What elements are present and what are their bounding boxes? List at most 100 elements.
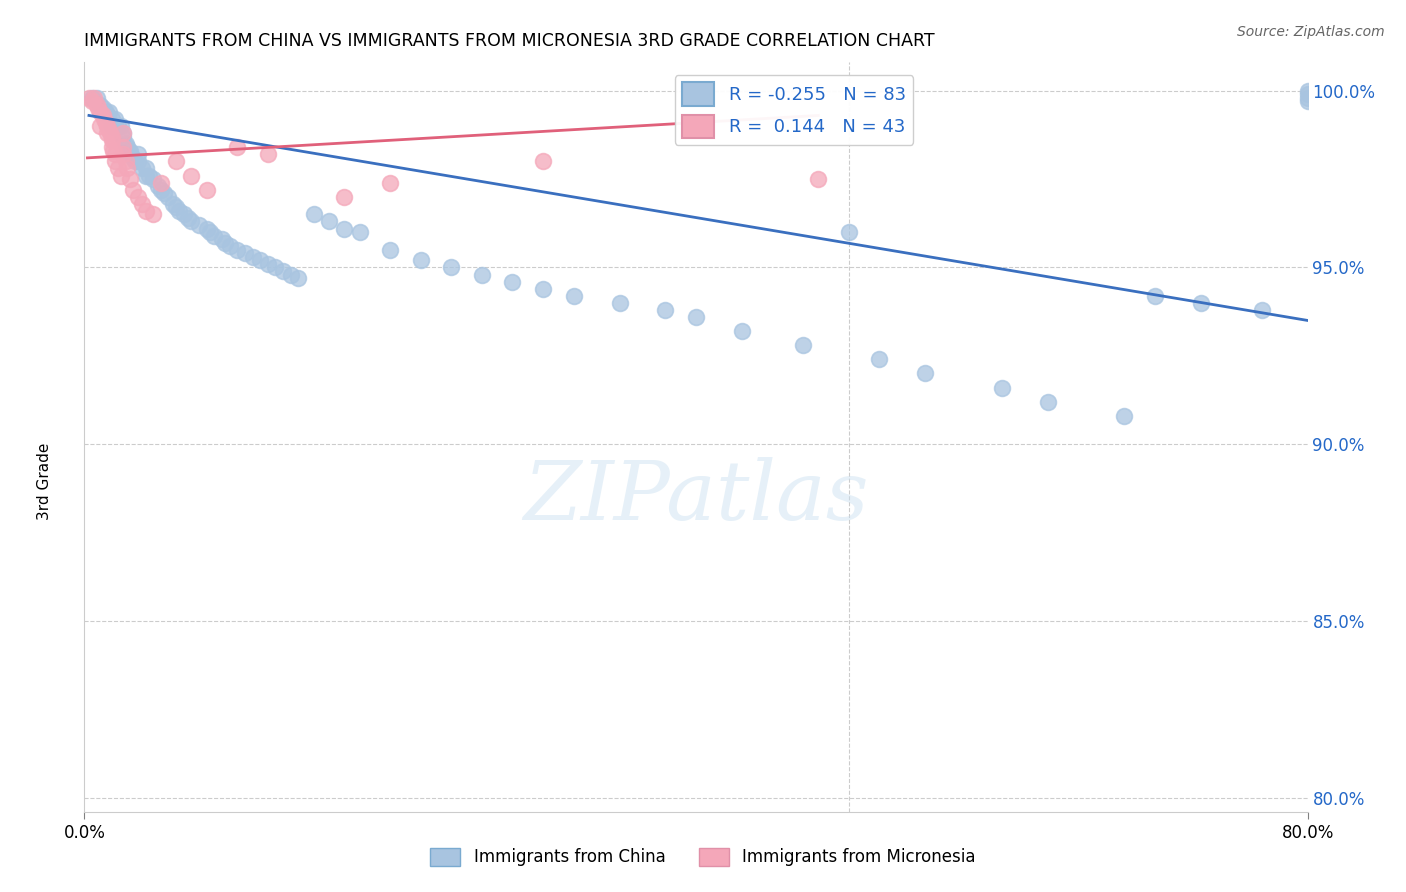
Point xyxy=(226,140,249,154)
Text: IMMIGRANTS FROM CHINA VS IMMIGRANTS FROM MICRONESIA 3RD GRADE CORRELATION CHART: IMMIGRANTS FROM CHINA VS IMMIGRANTS FROM… xyxy=(84,32,935,50)
Point xyxy=(111,126,134,140)
Point xyxy=(101,133,124,147)
Legend: R = -0.255   N = 83, R =  0.144   N = 43: R = -0.255 N = 83, R = 0.144 N = 43 xyxy=(675,75,914,145)
Point xyxy=(107,119,129,133)
Point xyxy=(654,302,676,317)
Point xyxy=(685,310,707,324)
Point xyxy=(1296,91,1319,105)
Point xyxy=(135,161,157,176)
Point xyxy=(531,282,554,296)
Text: 3rd Grade: 3rd Grade xyxy=(38,443,52,520)
Point xyxy=(249,253,271,268)
Point xyxy=(89,98,111,112)
Point xyxy=(86,91,108,105)
Point xyxy=(94,104,117,119)
Point xyxy=(807,172,830,186)
Point xyxy=(731,324,754,338)
Point xyxy=(114,136,136,151)
Point xyxy=(104,112,127,126)
Point xyxy=(97,122,120,136)
Point xyxy=(440,260,463,275)
Point xyxy=(96,108,118,122)
Point xyxy=(271,264,294,278)
Point xyxy=(120,147,142,161)
Point xyxy=(562,289,585,303)
Point xyxy=(131,196,153,211)
Point xyxy=(226,243,249,257)
Point xyxy=(110,169,132,183)
Point xyxy=(83,91,105,105)
Point xyxy=(264,260,287,275)
Point xyxy=(409,253,432,268)
Point xyxy=(127,154,149,169)
Point xyxy=(101,140,124,154)
Point xyxy=(89,104,111,119)
Point xyxy=(101,112,124,126)
Point xyxy=(1036,394,1059,409)
Point xyxy=(218,239,240,253)
Point xyxy=(101,119,124,133)
Point xyxy=(96,126,118,140)
Point xyxy=(502,275,524,289)
Point xyxy=(111,129,134,144)
Point xyxy=(104,119,127,133)
Point xyxy=(142,207,165,221)
Point xyxy=(153,186,176,201)
Point xyxy=(198,225,221,239)
Point xyxy=(287,271,309,285)
Point xyxy=(114,154,136,169)
Point xyxy=(914,367,936,381)
Point xyxy=(124,154,146,169)
Point xyxy=(135,203,157,218)
Point xyxy=(180,214,202,228)
Point xyxy=(195,221,218,235)
Point xyxy=(188,218,211,232)
Point xyxy=(93,112,115,126)
Point xyxy=(318,214,340,228)
Point xyxy=(142,172,165,186)
Point xyxy=(162,196,184,211)
Point xyxy=(1296,87,1319,102)
Point xyxy=(98,126,121,140)
Point xyxy=(104,154,127,169)
Point xyxy=(792,338,814,352)
Point xyxy=(149,183,172,197)
Point xyxy=(869,352,891,367)
Point xyxy=(146,179,169,194)
Point xyxy=(211,232,233,246)
Point xyxy=(127,147,149,161)
Point xyxy=(122,183,145,197)
Point xyxy=(104,147,127,161)
Point xyxy=(101,129,124,144)
Point xyxy=(233,246,256,260)
Point xyxy=(127,190,149,204)
Point xyxy=(1296,84,1319,98)
Point xyxy=(94,115,117,129)
Point xyxy=(91,102,114,116)
Point xyxy=(165,200,187,214)
Point xyxy=(333,221,356,235)
Point xyxy=(107,161,129,176)
Point xyxy=(380,176,402,190)
Point xyxy=(135,169,157,183)
Point xyxy=(838,225,860,239)
Point xyxy=(202,228,225,243)
Point xyxy=(86,98,108,112)
Point xyxy=(111,147,134,161)
Point xyxy=(89,119,111,133)
Point xyxy=(80,95,103,109)
Point xyxy=(77,91,100,105)
Point xyxy=(195,183,218,197)
Point xyxy=(242,250,264,264)
Text: Source: ZipAtlas.com: Source: ZipAtlas.com xyxy=(1237,25,1385,39)
Point xyxy=(91,108,114,122)
Point xyxy=(302,207,325,221)
Point xyxy=(120,172,142,186)
Point xyxy=(380,243,402,257)
Point xyxy=(257,147,280,161)
Point xyxy=(122,151,145,165)
Point xyxy=(115,161,138,176)
Point xyxy=(87,102,110,116)
Point xyxy=(1296,95,1319,109)
Point xyxy=(349,225,371,239)
